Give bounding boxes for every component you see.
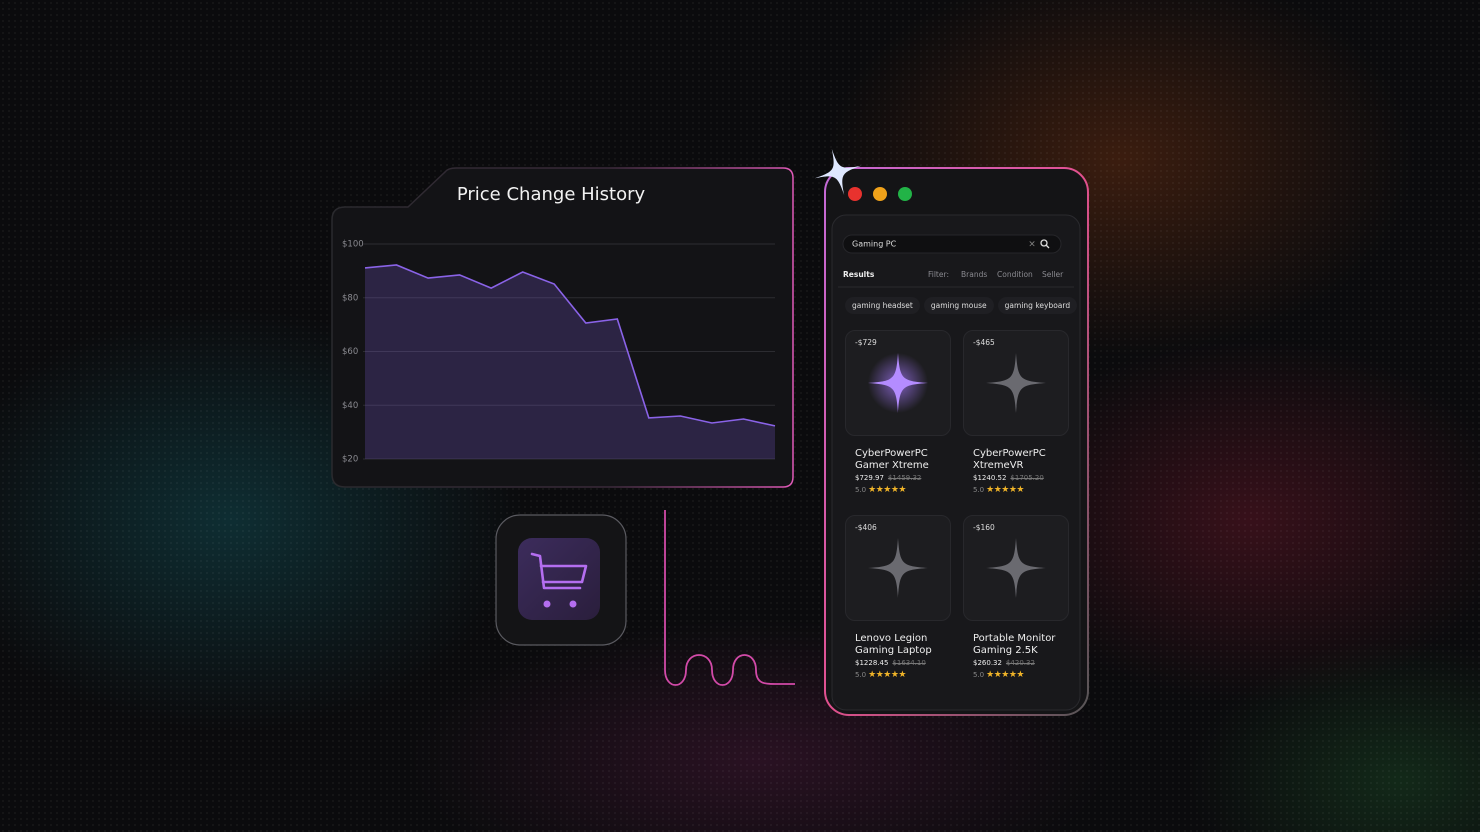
chart-title: Price Change History (457, 184, 646, 205)
tab: Results (843, 270, 875, 279)
product-card[interactable]: -$465 CyberPowerPC XtremeVR $1240.52 $1705.… (963, 330, 1071, 495)
chip-row: gaming headset gaming mouse gaming keyboar… (845, 297, 1081, 314)
cart-icon-bg (518, 538, 600, 620)
tab[interactable]: Condition (997, 270, 1033, 279)
y-tick-label: $100 (342, 240, 364, 250)
stars: ★★★★★ (868, 670, 906, 680)
tab[interactable]: Seller (1042, 270, 1064, 279)
search-box[interactable] (842, 234, 1062, 254)
product-image: -$729 (845, 330, 951, 436)
tab[interactable]: Brands (961, 270, 987, 279)
rating: 5.0 ★★★★★ (855, 485, 953, 495)
rating: 5.0 ★★★★★ (973, 670, 1071, 680)
discount: -$406 (855, 523, 877, 532)
close-button[interactable] (848, 187, 862, 201)
product-name: Lenovo Legion Gaming Laptop (855, 633, 932, 656)
clear-icon[interactable]: × (1028, 240, 1036, 250)
wire (664, 510, 795, 686)
rating: 5.0 ★★★★★ (855, 670, 953, 680)
discount: -$729 (855, 338, 877, 347)
cart-icon (530, 552, 588, 608)
stars: ★★★★★ (868, 485, 906, 495)
tab: Filter: (928, 270, 949, 279)
rating-value: 5.0 (855, 486, 867, 494)
product-name: CyberPowerPC Gamer Xtreme (855, 448, 929, 471)
stars: ★★★★★ (986, 670, 1024, 680)
product-name: Portable Monitor Gaming 2.5K (973, 633, 1056, 656)
product-card[interactable]: -$729 CyberPowerPC Gamer Xtreme $729.97 $14… (845, 330, 953, 495)
y-tick-label: $80 (342, 293, 358, 303)
old-price: $1459.32 (887, 474, 922, 482)
old-price: $420.32 (1005, 659, 1035, 667)
search-text: Gaming PC (852, 240, 897, 249)
line (364, 264, 776, 427)
price: $260.32 (973, 659, 1002, 667)
minimize-button[interactable] (873, 187, 887, 201)
chip[interactable]: gaming keyboard (997, 297, 1078, 314)
chip[interactable]: gaming headset (845, 297, 920, 314)
chart-panel (331, 167, 794, 488)
rating: 5.0 ★★★★★ (973, 485, 1071, 495)
stars: ★★★★★ (986, 485, 1024, 495)
search-icon[interactable] (1040, 239, 1050, 249)
prices: $1228.45 $1634.10 (855, 659, 953, 667)
chip[interactable]: gaming mouse (923, 297, 994, 314)
rating-value: 5.0 (973, 671, 985, 679)
discount: -$160 (973, 523, 995, 532)
tabs: Results Filter: Brands Condition Seller (843, 270, 1064, 279)
maximize-button[interactable] (898, 187, 912, 201)
product-card[interactable]: -$406 Lenovo Legion Gaming Laptop $1228.45… (845, 515, 953, 680)
price: $1240.52 (973, 474, 1007, 482)
y-tick-label: $60 (342, 347, 358, 357)
placeholder-sparkle (868, 538, 928, 598)
prices: $729.97 $1459.32 (855, 474, 953, 482)
y-tick-label: $40 (342, 401, 358, 411)
product-name: CyberPowerPC XtremeVR (973, 448, 1046, 471)
prices: $260.32 $420.32 (973, 659, 1071, 667)
product-image: -$406 (845, 515, 951, 621)
old-price: $1634.10 (892, 659, 926, 667)
placeholder-sparkle (986, 538, 1046, 598)
rating-value: 5.0 (855, 671, 867, 679)
old-price: $1705.20 (1010, 474, 1044, 482)
sparkle (814, 148, 862, 196)
price: $729.97 (855, 474, 884, 482)
rating-value: 5.0 (973, 486, 985, 494)
chart: $20 $40 $60 $80 $100 (342, 240, 776, 465)
y-tick-label: $20 (342, 455, 358, 465)
placeholder-sparkle (868, 353, 928, 413)
discount: -$465 (973, 338, 995, 347)
product-image: -$465 (963, 330, 1069, 436)
product-image: -$160 (963, 515, 1069, 621)
placeholder-sparkle (986, 353, 1046, 413)
prices: $1240.52 $1705.20 (973, 474, 1071, 482)
price: $1228.45 (855, 659, 889, 667)
area (365, 265, 775, 459)
product-card[interactable]: -$160 Portable Monitor Gaming 2.5K $260.32… (963, 515, 1071, 680)
